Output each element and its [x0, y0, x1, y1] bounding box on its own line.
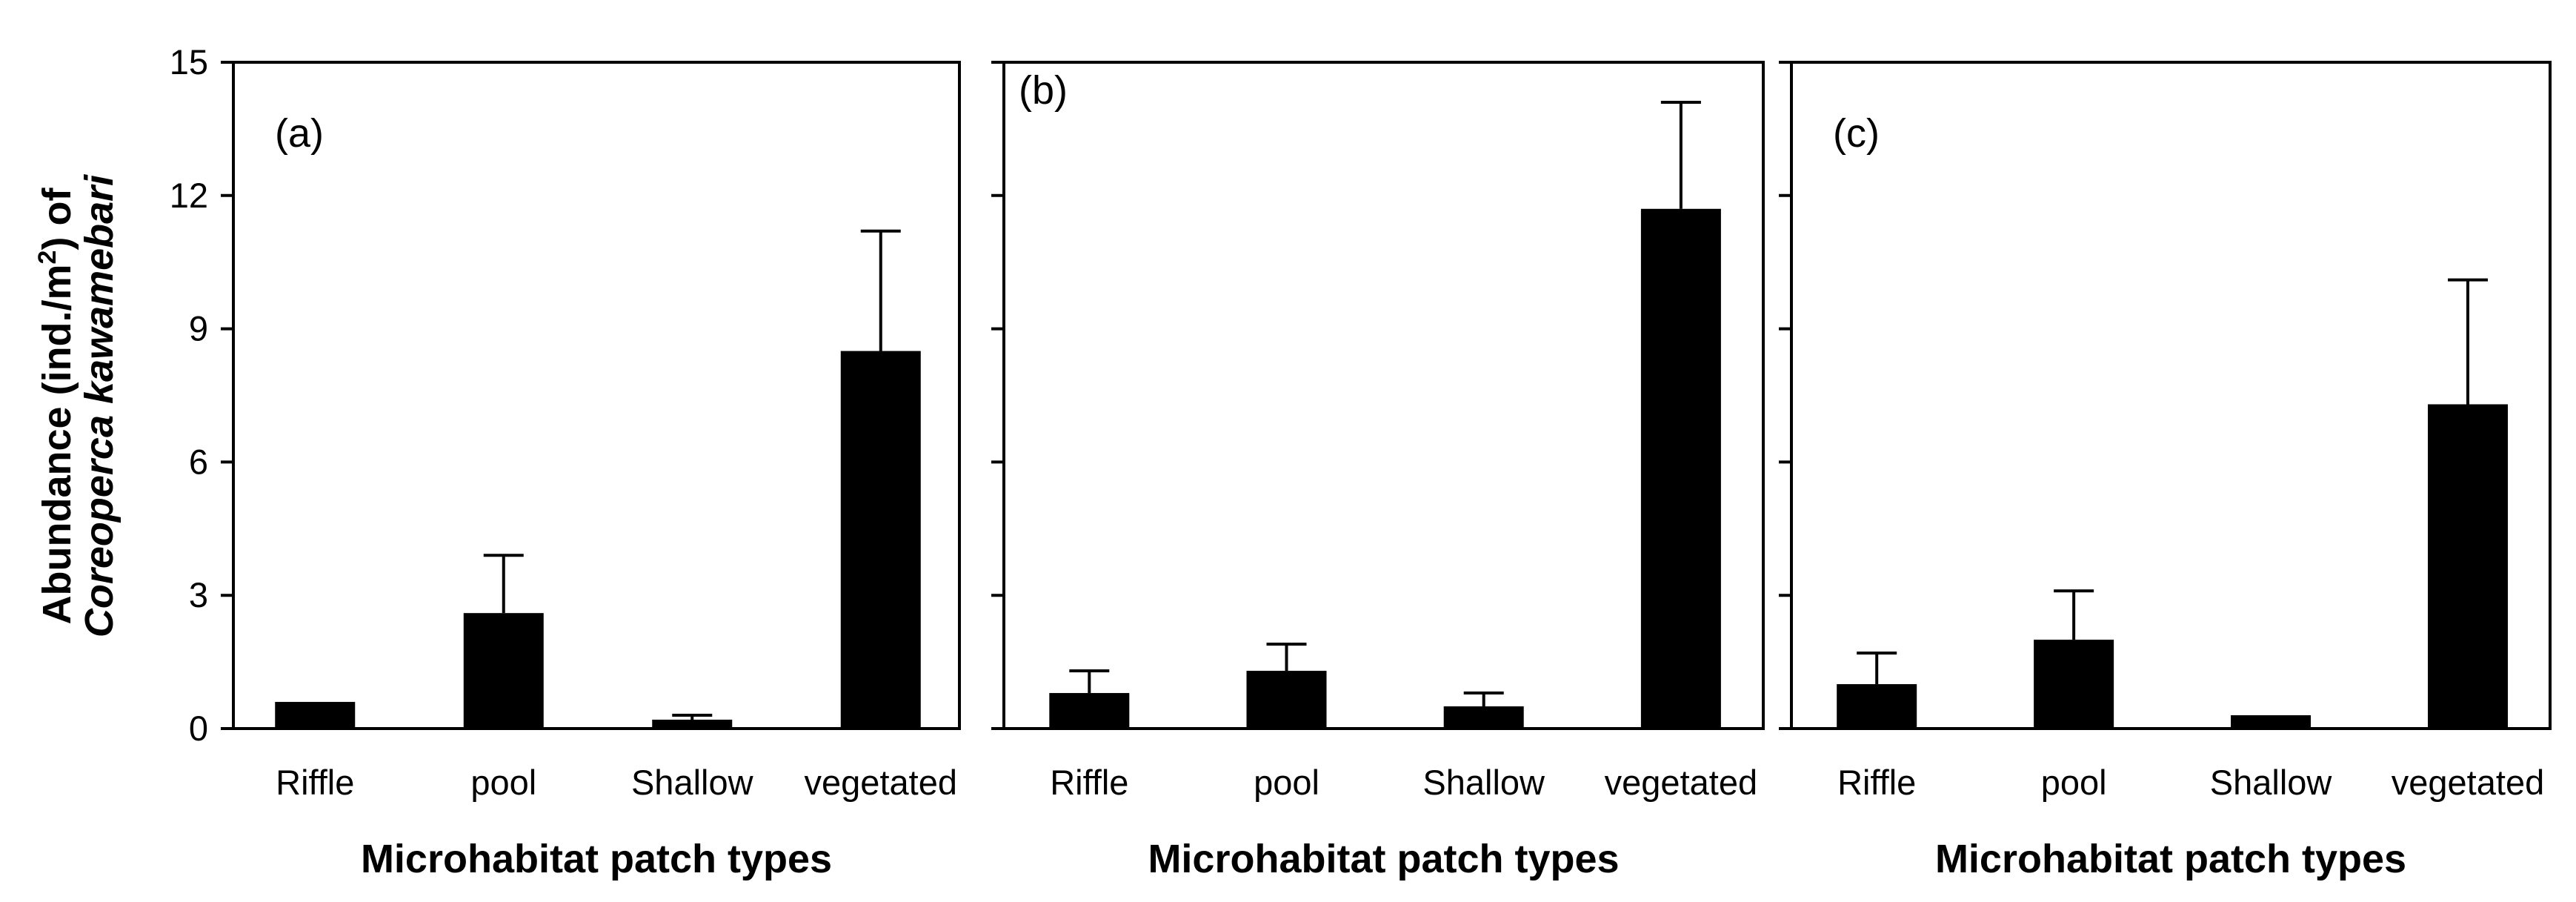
x-tick-label: Riffle — [276, 763, 354, 802]
y-tick-label: 9 — [189, 309, 208, 348]
panel-tag: (c) — [1833, 111, 1880, 156]
bar-riffle — [1049, 693, 1130, 729]
x-tick-label: pool — [1254, 763, 1319, 802]
panel-frame — [232, 61, 961, 730]
x-tick-label: vegetated — [805, 763, 957, 802]
panel-frame — [1002, 61, 1765, 730]
bar-riffle — [275, 702, 356, 729]
x-tick-label: Shallow — [1422, 763, 1545, 802]
y-tick-label: 3 — [189, 575, 208, 614]
bar-vegetated — [840, 351, 921, 729]
y-tick-label: 6 — [189, 442, 208, 481]
bar-pool — [463, 613, 544, 729]
panel-2: (b) Riffle pool Shallow vegetated Microhabita… — [991, 61, 1765, 881]
panel-frame — [1790, 61, 2552, 730]
panel-1: 0 3 6 9 12 15 (a) Riffle pool Shallow vegetated Mic… — [170, 42, 961, 881]
bar-shallow — [2231, 715, 2312, 729]
x-tick-label: pool — [470, 763, 536, 802]
bar-shallow — [652, 720, 733, 729]
bar-vegetated — [2427, 404, 2508, 729]
y-tick-label: 0 — [189, 709, 208, 748]
y-axis-label-superscript: 2 — [33, 251, 61, 265]
y-axis-label: Abundance (ind./m2) of — [33, 188, 79, 625]
bar-shallow — [1443, 706, 1524, 729]
x-tick-label: Riffle — [1837, 763, 1916, 802]
y-tick-label: 12 — [170, 176, 208, 215]
x-axis-label: Microhabitat patch types — [1148, 837, 1619, 881]
panel-tag: (a) — [275, 111, 324, 156]
x-tick-label: vegetated — [2392, 763, 2544, 802]
x-tick-label: Shallow — [631, 763, 754, 802]
bar-riffle — [1837, 684, 1917, 729]
y-axis-label-part1: Abundance (ind./m — [35, 264, 79, 624]
panel-tag: (b) — [1019, 68, 1068, 113]
y-tick-label: 15 — [170, 42, 208, 82]
bar-pool — [1246, 671, 1327, 729]
x-tick-label: vegetated — [1605, 763, 1757, 802]
x-tick-label: Riffle — [1050, 763, 1128, 802]
x-axis-label: Microhabitat patch types — [1935, 837, 2406, 881]
chart-panels: 0 3 6 9 12 15 (a) Riffle pool Shallow vegetated Mic… — [170, 42, 2552, 881]
bar-vegetated — [1640, 208, 1721, 729]
y-axis-label-species: Coreoperca kawamebari — [77, 174, 122, 637]
x-axis-label: Microhabitat patch types — [361, 837, 832, 881]
x-tick-label: Shallow — [2210, 763, 2333, 802]
panel-3: (c) Riffle pool Shallow vegetated Microhabita… — [1779, 61, 2552, 881]
x-tick-label: pool — [2041, 763, 2107, 802]
bar-pool — [2034, 640, 2114, 729]
y-axis-label-part2: ) of — [35, 188, 79, 251]
